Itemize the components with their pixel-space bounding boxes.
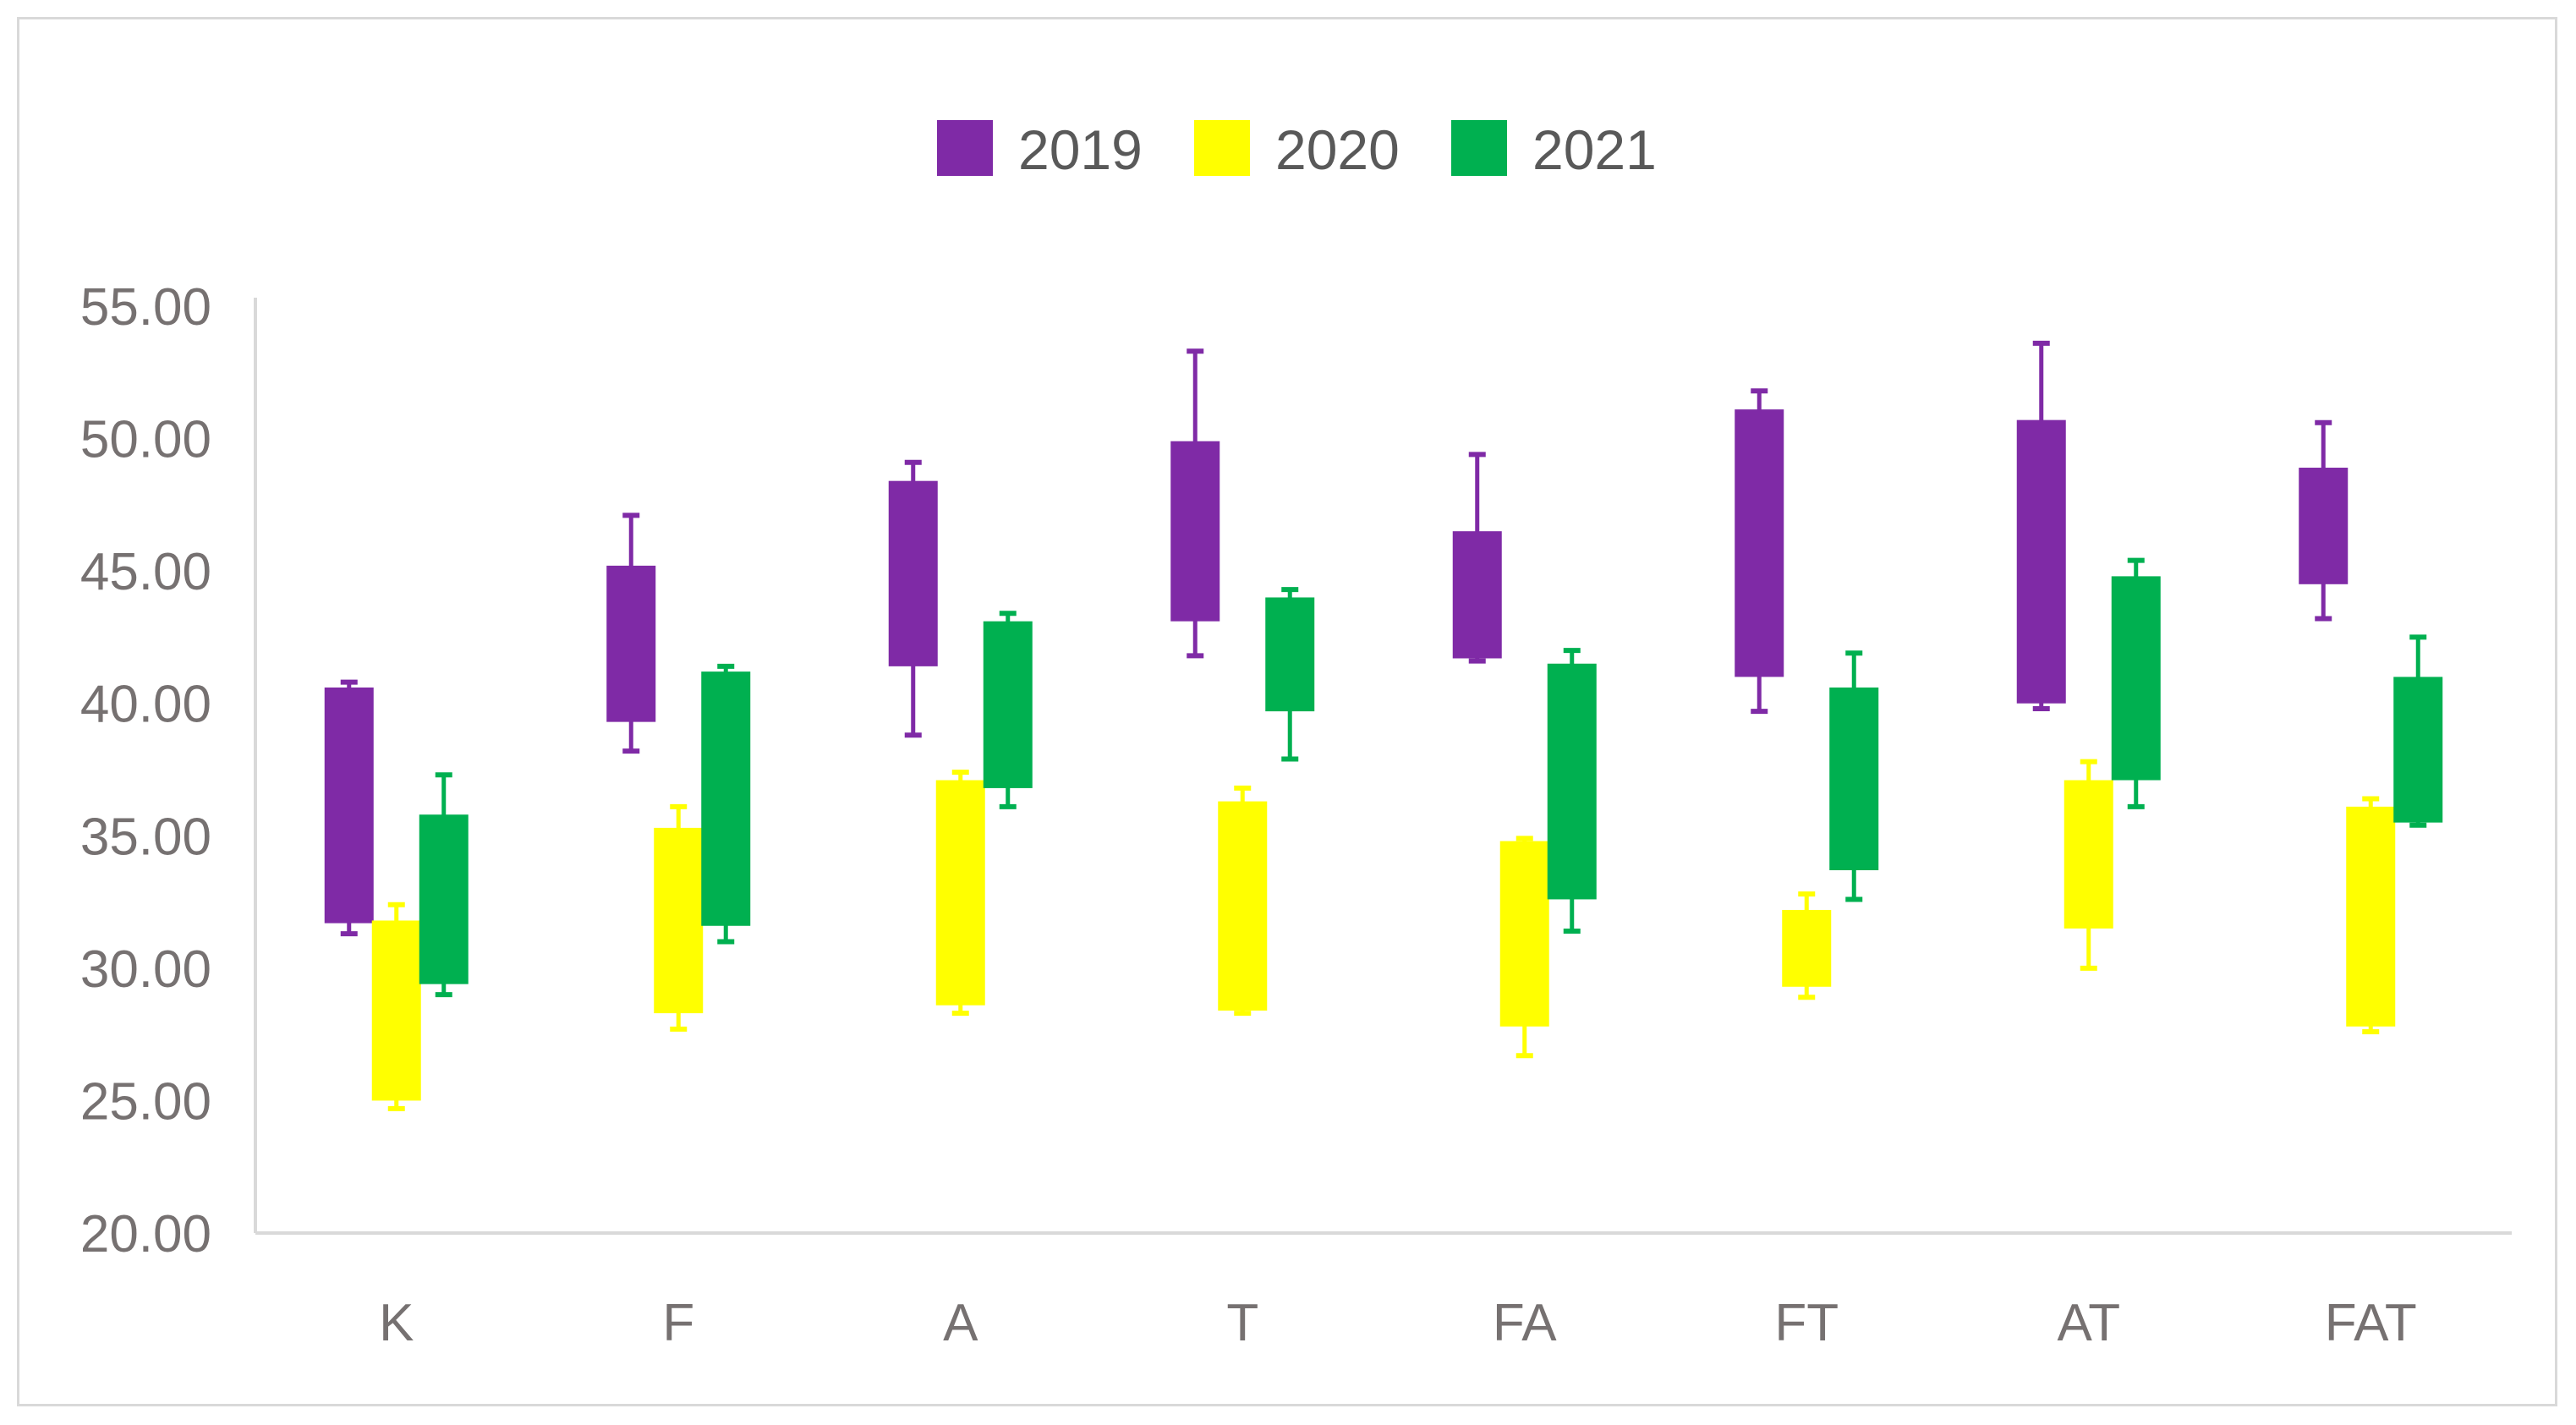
y-tick-label: 25.00 [80,1072,211,1131]
legend-label-2019: 2019 [1018,118,1143,181]
box-2021-ft [1829,687,1879,870]
box-2021-a [983,621,1033,788]
box-2020-fa [1499,841,1549,1027]
y-tick-label: 35.00 [80,808,211,866]
x-tick-label-fat: FAT [2325,1294,2417,1352]
x-tick-label-at: AT [2057,1294,2120,1352]
y-tick-label: 55.00 [80,278,211,337]
box-2019-fa [1452,531,1502,659]
y-tick-label: 40.00 [80,676,211,734]
box-2019-fat [2299,468,2349,584]
box-2021-f [701,671,751,926]
x-tick-label-a: A [943,1294,978,1352]
y-tick-label: 20.00 [80,1205,211,1263]
x-tick-label-f: F [662,1294,694,1352]
box-2021-t [1265,597,1315,712]
box-2019-ft [1735,409,1784,677]
legend-swatch-2021 [1451,120,1507,176]
box-2019-at [2016,419,2066,704]
box-2021-at [2111,576,2161,781]
y-tick-label: 45.00 [80,543,211,601]
box-2020-at [2064,780,2113,929]
legend-swatch-2019 [937,120,993,176]
box-2019-f [606,565,656,722]
y-tick-label: 50.00 [80,411,211,469]
box-2021-k [419,814,469,984]
box-2021-fat [2393,677,2443,823]
legend-label-2020: 2020 [1275,118,1400,181]
box-2020-k [371,920,421,1101]
box-2019-k [324,687,374,924]
box-2020-f [654,827,704,1014]
x-tick-label-fa: FA [1493,1294,1557,1352]
box-2019-a [888,480,938,666]
box-2020-fat [2346,806,2396,1027]
x-tick-label-k: K [379,1294,414,1352]
box-2020-t [1218,801,1268,1011]
box-2020-ft [1782,909,1832,987]
x-tick-label-t: T [1226,1294,1258,1352]
legend-label-2021: 2021 [1532,118,1657,181]
y-tick-label: 30.00 [80,940,211,999]
legend-swatch-2020 [1194,120,1250,176]
box-2019-t [1170,441,1220,622]
box-2020-a [935,780,985,1006]
box-2021-fa [1547,663,1597,900]
x-tick-label-ft: FT [1774,1294,1839,1352]
